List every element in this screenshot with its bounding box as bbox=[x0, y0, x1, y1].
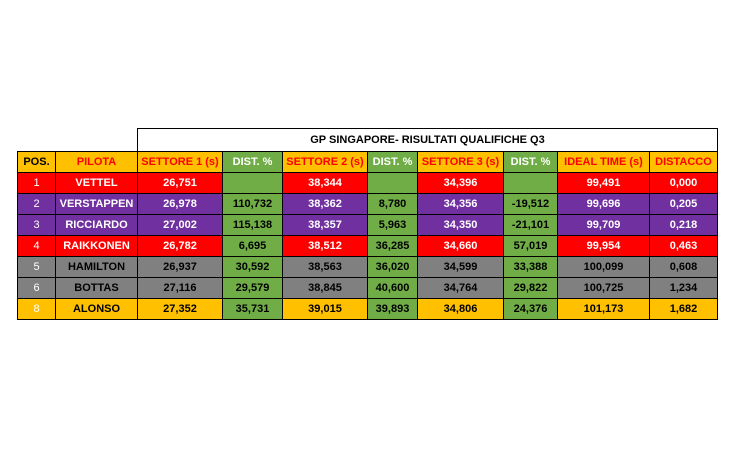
ideal-time-cell: 99,696 bbox=[557, 193, 650, 215]
settore-3-cell: 34,764 bbox=[417, 277, 504, 299]
blank-cell bbox=[17, 128, 138, 152]
header-dist-1: DIST. % bbox=[222, 151, 283, 173]
table-row: 1 VETTEL 26,751 38,344 34,396 99,491 0,000 bbox=[17, 172, 718, 194]
settore-2-cell: 38,512 bbox=[282, 235, 368, 257]
pos-cell: 1 bbox=[17, 172, 56, 194]
table-title: GP SINGAPORE- RISULTATI QUALIFICHE Q3 bbox=[137, 128, 718, 152]
pilota-cell: HAMILTON bbox=[55, 256, 138, 278]
pilota-cell: RICCIARDO bbox=[55, 214, 138, 236]
dist-2-cell: 36,285 bbox=[367, 235, 418, 257]
settore-3-cell: 34,599 bbox=[417, 256, 504, 278]
pos-cell: 5 bbox=[17, 256, 56, 278]
pilota-cell: VETTEL bbox=[55, 172, 138, 194]
table-row: 3 RICCIARDO 27,002 115,138 38,357 5,963 34,350… bbox=[17, 214, 718, 236]
pilota-cell: VERSTAPPEN bbox=[55, 193, 138, 215]
header-dist-3: DIST. % bbox=[503, 151, 558, 173]
qualifying-results-table: GP SINGAPORE- RISULTATI QUALIFICHE Q3 PO… bbox=[17, 128, 718, 320]
settore-1-cell: 26,782 bbox=[137, 235, 223, 257]
dist-3-cell bbox=[503, 172, 558, 194]
dist-1-cell: 35,731 bbox=[222, 298, 283, 320]
settore-2-cell: 38,563 bbox=[282, 256, 368, 278]
header-ideal-time: IDEAL TIME (s) bbox=[557, 151, 650, 173]
pos-cell: 4 bbox=[17, 235, 56, 257]
distacco-cell: 0,218 bbox=[649, 214, 718, 236]
title-row: GP SINGAPORE- RISULTATI QUALIFICHE Q3 bbox=[17, 128, 718, 152]
distacco-cell: 1,234 bbox=[649, 277, 718, 299]
distacco-cell: 0,000 bbox=[649, 172, 718, 194]
table-row: 2 VERSTAPPEN 26,978 110,732 38,362 8,780 34,35… bbox=[17, 193, 718, 215]
dist-3-cell: 33,388 bbox=[503, 256, 558, 278]
settore-1-cell: 27,116 bbox=[137, 277, 223, 299]
dist-3-cell: -21,101 bbox=[503, 214, 558, 236]
pos-cell: 8 bbox=[17, 298, 56, 320]
ideal-time-cell: 99,709 bbox=[557, 214, 650, 236]
dist-2-cell: 5,963 bbox=[367, 214, 418, 236]
dist-1-cell: 6,695 bbox=[222, 235, 283, 257]
distacco-cell: 0,463 bbox=[649, 235, 718, 257]
settore-3-cell: 34,350 bbox=[417, 214, 504, 236]
dist-1-cell: 110,732 bbox=[222, 193, 283, 215]
settore-2-cell: 38,362 bbox=[282, 193, 368, 215]
pilota-cell: BOTTAS bbox=[55, 277, 138, 299]
header-settore-3: SETTORE 3 (s) bbox=[417, 151, 504, 173]
dist-3-cell: -19,512 bbox=[503, 193, 558, 215]
ideal-time-cell: 100,725 bbox=[557, 277, 650, 299]
distacco-cell: 0,608 bbox=[649, 256, 718, 278]
dist-1-cell bbox=[222, 172, 283, 194]
settore-1-cell: 26,751 bbox=[137, 172, 223, 194]
settore-1-cell: 26,978 bbox=[137, 193, 223, 215]
settore-1-cell: 26,937 bbox=[137, 256, 223, 278]
ideal-time-cell: 99,491 bbox=[557, 172, 650, 194]
dist-2-cell: 36,020 bbox=[367, 256, 418, 278]
settore-1-cell: 27,352 bbox=[137, 298, 223, 320]
settore-1-cell: 27,002 bbox=[137, 214, 223, 236]
ideal-time-cell: 99,954 bbox=[557, 235, 650, 257]
dist-2-cell bbox=[367, 172, 418, 194]
settore-2-cell: 39,015 bbox=[282, 298, 368, 320]
pilota-cell: ALONSO bbox=[55, 298, 138, 320]
dist-3-cell: 29,822 bbox=[503, 277, 558, 299]
dist-3-cell: 57,019 bbox=[503, 235, 558, 257]
header-settore-1: SETTORE 1 (s) bbox=[137, 151, 223, 173]
table-row: 4 RAIKKONEN 26,782 6,695 38,512 36,285 34,660 5… bbox=[17, 235, 718, 257]
header-row: POS. PILOTA SETTORE 1 (s) DIST. % SETTOR… bbox=[17, 151, 718, 173]
dist-1-cell: 29,579 bbox=[222, 277, 283, 299]
ideal-time-cell: 101,173 bbox=[557, 298, 650, 320]
settore-2-cell: 38,845 bbox=[282, 277, 368, 299]
table-row: 5 HAMILTON 26,937 30,592 38,563 36,020 34,599 3… bbox=[17, 256, 718, 278]
dist-1-cell: 115,138 bbox=[222, 214, 283, 236]
dist-2-cell: 8,780 bbox=[367, 193, 418, 215]
header-pos: POS. bbox=[17, 151, 56, 173]
dist-2-cell: 39,893 bbox=[367, 298, 418, 320]
pilota-cell: RAIKKONEN bbox=[55, 235, 138, 257]
settore-3-cell: 34,806 bbox=[417, 298, 504, 320]
pos-cell: 2 bbox=[17, 193, 56, 215]
header-settore-2: SETTORE 2 (s) bbox=[282, 151, 368, 173]
table-row: 8 ALONSO 27,352 35,731 39,015 39,893 34,806 24,… bbox=[17, 298, 718, 320]
settore-3-cell: 34,660 bbox=[417, 235, 504, 257]
settore-3-cell: 34,356 bbox=[417, 193, 504, 215]
settore-3-cell: 34,396 bbox=[417, 172, 504, 194]
distacco-cell: 0,205 bbox=[649, 193, 718, 215]
ideal-time-cell: 100,099 bbox=[557, 256, 650, 278]
dist-3-cell: 24,376 bbox=[503, 298, 558, 320]
distacco-cell: 1,682 bbox=[649, 298, 718, 320]
dist-2-cell: 40,600 bbox=[367, 277, 418, 299]
dist-1-cell: 30,592 bbox=[222, 256, 283, 278]
pos-cell: 6 bbox=[17, 277, 56, 299]
settore-2-cell: 38,357 bbox=[282, 214, 368, 236]
header-pilota: PILOTA bbox=[55, 151, 138, 173]
settore-2-cell: 38,344 bbox=[282, 172, 368, 194]
pos-cell: 3 bbox=[17, 214, 56, 236]
header-dist-2: DIST. % bbox=[367, 151, 418, 173]
header-distacco: DISTACCO bbox=[649, 151, 718, 173]
table-row: 6 BOTTAS 27,116 29,579 38,845 40,600 34,764 29,… bbox=[17, 277, 718, 299]
